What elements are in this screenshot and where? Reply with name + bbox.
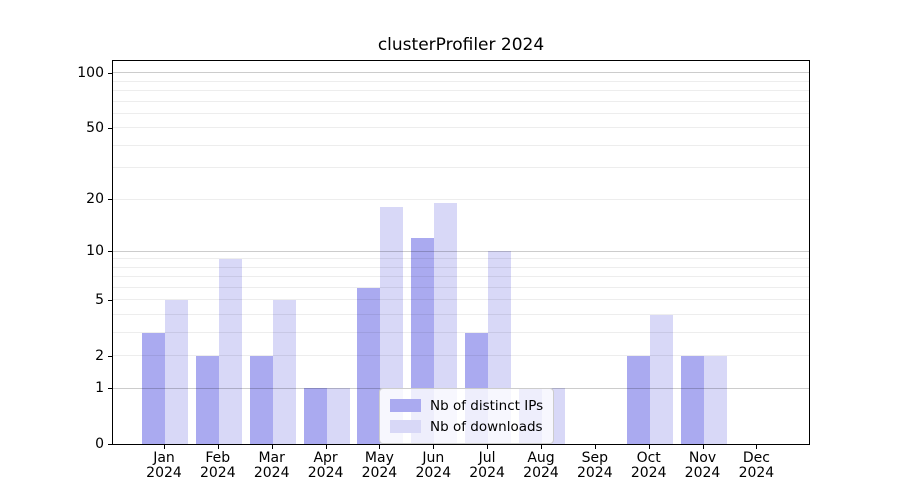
x-tick-label-feb: Feb 2024 [183,451,253,480]
y-tick-label: 1 [95,380,104,397]
y-tick-mark [108,127,112,129]
legend-label: Nb of downloads [430,418,543,435]
y-tick-mark [108,199,112,201]
plot-area: Nb of distinct IPs Nb of downloads [112,60,810,445]
y-tick-label: 5 [95,291,104,308]
year-label: 2024 [146,464,182,481]
year-label: 2024 [523,464,559,481]
y-tick-label: 0 [95,436,104,452]
month-label: Jun [422,450,445,466]
month-label: Nov [688,450,717,466]
month-label: Mar [258,450,285,466]
x-tick-mark [594,445,596,449]
x-tick-label-dec: Dec 2024 [721,451,791,480]
year-label: 2024 [738,464,775,481]
x-tick-mark [756,445,758,449]
x-tick-mark [541,445,542,449]
year-label: 2024 [415,464,452,481]
bar-nb-of-distinct-ips-feb [195,355,219,444]
legend-row: Nb of downloads [390,416,543,437]
legend-swatch-nb-of-downloads [390,420,421,433]
year-label: 2024 [361,464,398,481]
x-tick-label-jul: Jul 2024 [452,451,522,480]
bar-nb-of-distinct-ips-oct [626,355,650,444]
month-label: Feb [205,450,231,466]
bars-layer [113,61,809,444]
bar-nb-of-distinct-ips-may [357,287,381,444]
x-tick-mark [271,445,273,449]
y-tick-mark [108,444,112,445]
y-tick-label: 100 [77,64,104,81]
legend-label: Nb of distinct IPs [430,397,544,414]
y-tick-label: 2 [95,347,104,364]
bar-nb-of-distinct-ips-nov [680,355,704,444]
x-tick-label-oct: Oct 2024 [614,451,684,480]
year-label: 2024 [307,464,344,481]
y-tick-mark [108,355,112,357]
x-tick-label-jun: Jun 2024 [398,451,468,480]
x-tick-mark [217,445,219,449]
bar-nb-of-distinct-ips-jan [142,332,165,444]
year-label: 2024 [576,464,613,481]
month-label: Sep [581,450,608,466]
chart-title: clusterProfiler 2024 [377,35,545,55]
bar-nb-of-downloads-jun [434,203,458,444]
y-tick-mark [108,299,112,301]
bar-nb-of-downloads-may [380,207,404,444]
month-label: Aug [527,450,555,466]
year-label: 2024 [253,464,290,481]
x-tick-label-apr: Apr 2024 [291,451,361,480]
x-tick-mark [648,445,650,449]
bar-nb-of-downloads-apr [326,388,350,444]
legend: Nb of distinct IPs Nb of downloads [379,388,555,444]
x-tick-label-mar: Mar 2024 [237,451,307,480]
x-tick-mark [433,445,435,449]
legend-row: Nb of distinct IPs [390,395,543,416]
year-label: 2024 [630,464,667,481]
x-tick-mark [702,445,704,449]
x-tick-label-may: May 2024 [344,451,414,480]
x-tick-mark [487,445,489,449]
year-label: 2024 [469,464,505,481]
bar-nb-of-downloads-nov [703,355,727,444]
y-tick-label: 20 [86,191,104,208]
year-label: 2024 [684,464,721,481]
legend-swatch-nb-of-distinct-ips [390,399,421,412]
bar-nb-of-downloads-oct [649,314,673,444]
y-tick-mark [108,388,112,390]
x-tick-mark [164,445,165,449]
x-tick-label-aug: Aug 2024 [506,451,576,480]
month-label: May [364,450,394,466]
month-label: Oct [636,450,661,466]
x-tick-mark [325,445,327,449]
month-label: Apr [313,450,338,466]
year-label: 2024 [199,464,236,481]
y-tick-label: 10 [86,243,104,260]
y-tick-mark [108,251,112,253]
bar-nb-of-downloads-feb [218,258,242,444]
x-tick-mark [379,445,381,449]
bar-nb-of-distinct-ips-mar [249,355,273,444]
month-label: Jul [478,450,496,466]
x-tick-label-sep: Sep 2024 [560,451,630,480]
bar-nb-of-downloads-mar [272,299,296,444]
y-tick-mark [108,72,112,74]
month-label: Jan [153,450,175,466]
month-label: Dec [742,450,770,466]
y-tick-label: 50 [86,119,104,136]
bar-nb-of-distinct-ips-apr [303,388,327,444]
bar-nb-of-downloads-jan [165,299,188,444]
x-tick-label-jan: Jan 2024 [129,451,199,480]
x-tick-label-nov: Nov 2024 [668,451,738,480]
